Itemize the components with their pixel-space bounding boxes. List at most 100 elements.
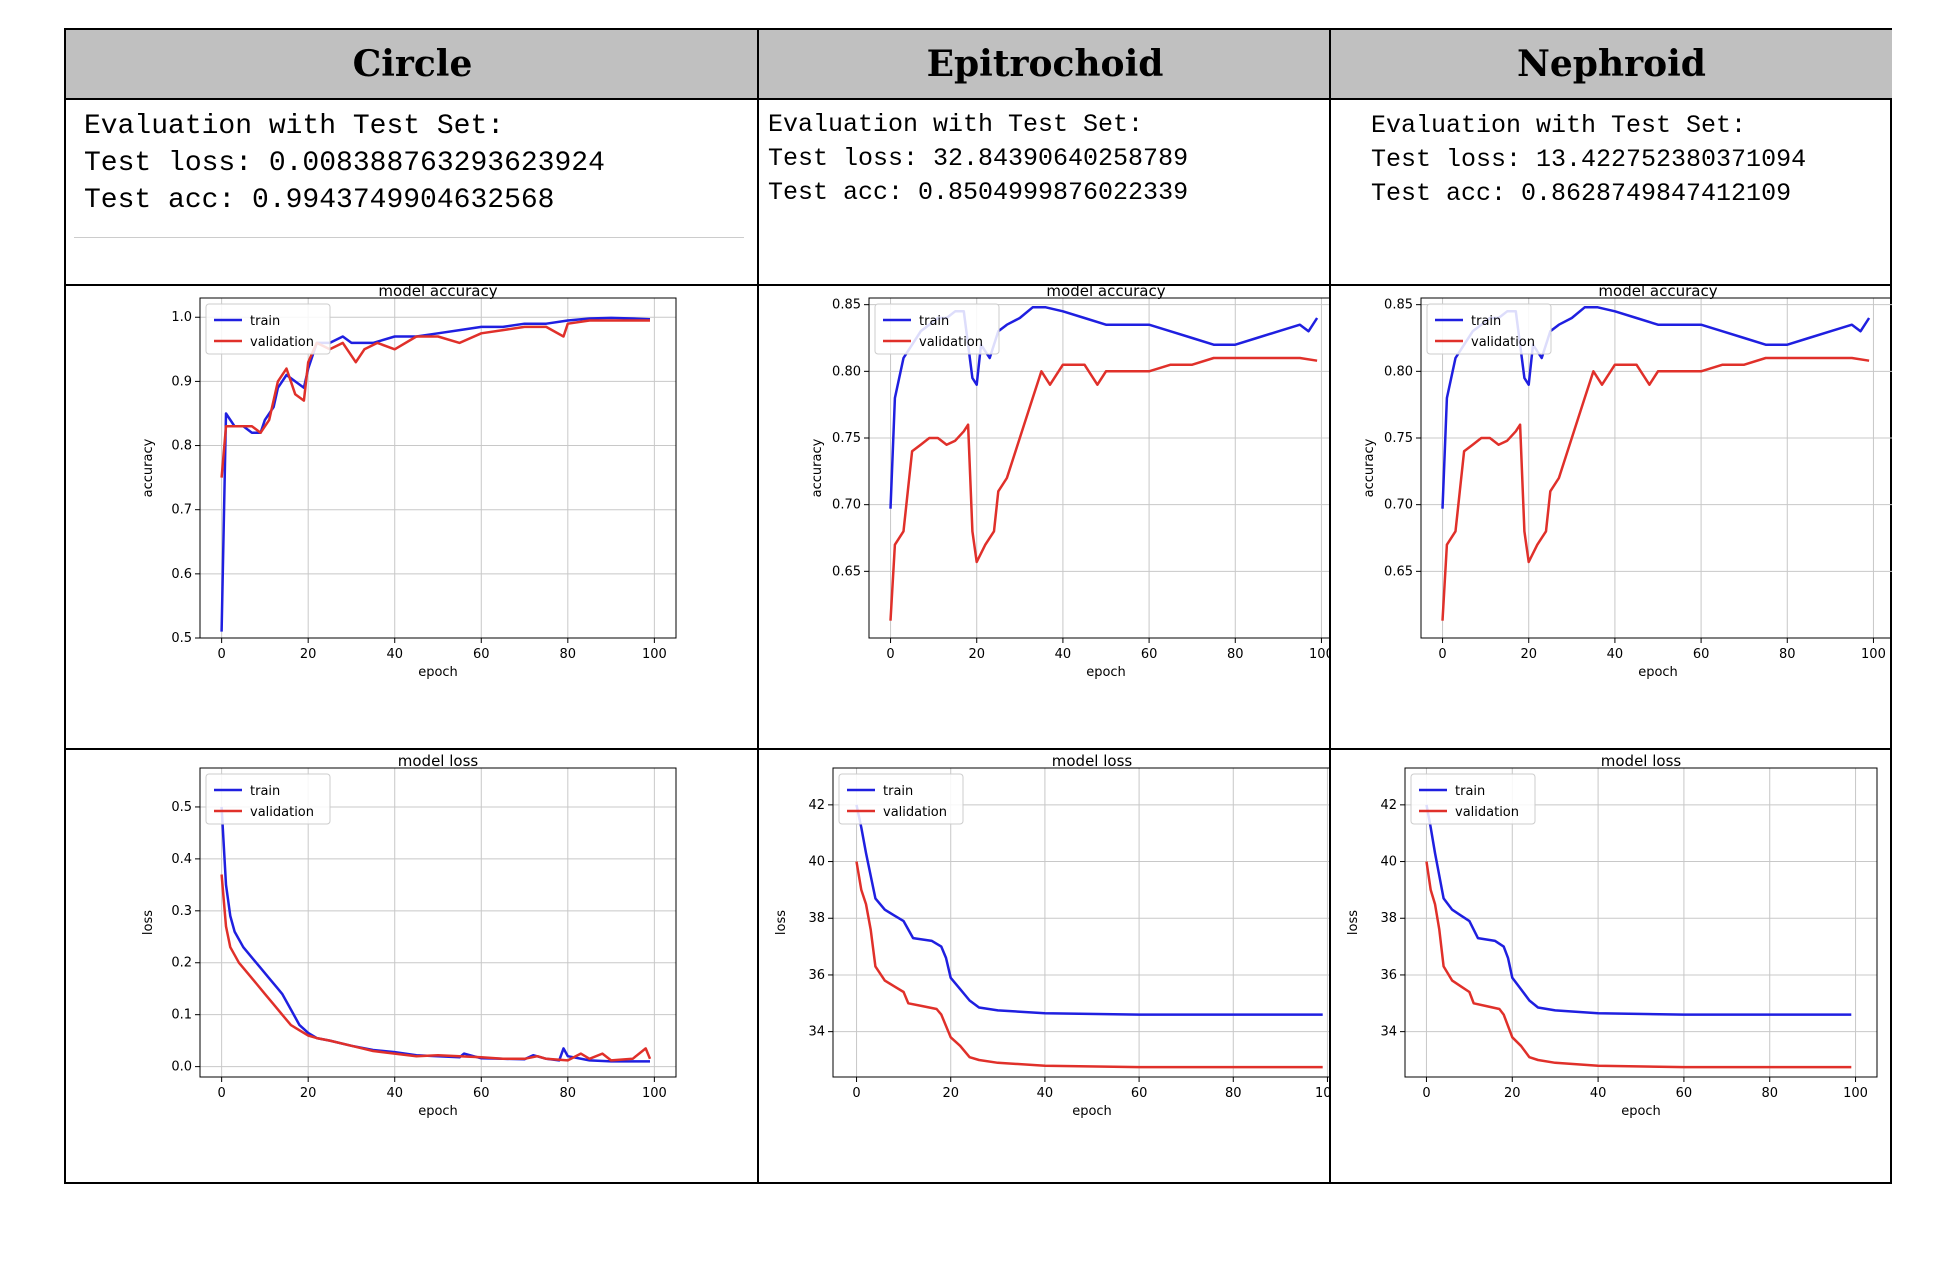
- chart-svg: 0 20 40 60 80 100 0.0 0.1 0.2 0.3 0.4 0.5 model loss…: [141, 752, 677, 1119]
- legend: train validation: [1410, 773, 1536, 825]
- x-tick-label: 20: [1520, 647, 1537, 662]
- plot-nephroid-loss: 0 20 40 60 80 100 34 36 38 40 42 model loss epoch los…: [1331, 750, 1892, 1182]
- series-line-validation: [1441, 356, 1870, 621]
- column-divider: [757, 30, 759, 1182]
- y-tick-label: 34: [1380, 1025, 1397, 1040]
- x-tick-label: 60: [1141, 647, 1158, 662]
- x-tick-label: 80: [560, 647, 577, 662]
- y-axis-label: accuracy: [810, 438, 825, 497]
- y-tick-label: 0.70: [1384, 498, 1413, 513]
- x-tick-label: 20: [968, 647, 985, 662]
- x-tick-label: 60: [1676, 1086, 1693, 1101]
- y-tick-label: 34: [808, 1025, 825, 1040]
- eval-loss: Test loss: 32.84390640258789: [768, 144, 1189, 173]
- y-tick-label: 0.5: [171, 631, 192, 646]
- legend-label: train: [250, 784, 280, 799]
- x-tick-label: 60: [473, 1086, 490, 1101]
- axes-frame: [199, 767, 677, 1078]
- x-axis-label: epoch: [418, 665, 458, 680]
- plot-epitrochoid-accuracy: 0 20 40 60 80 100 0.65 0.70 0.75 0.80 0.85 model ac…: [759, 286, 1331, 750]
- chart-title: model accuracy: [378, 286, 497, 300]
- eval-heading: Evaluation with Test Set:: [84, 111, 505, 142]
- y-tick-label: 0.2: [171, 956, 192, 971]
- eval-loss: Test loss: 0.008388763293623924: [84, 148, 605, 179]
- x-tick-label: 100: [1315, 1086, 1331, 1101]
- series-line-validation: [1425, 861, 1852, 1069]
- chart-title: model loss: [1601, 752, 1682, 770]
- legend-label: validation: [883, 805, 947, 820]
- eval-heading: Evaluation with Test Set:: [1371, 111, 1747, 140]
- plot-circle-loss: 0 20 40 60 80 100 0.0 0.1 0.2 0.3 0.4 0.5 model loss…: [66, 750, 759, 1182]
- y-tick-label: 0.70: [832, 498, 861, 513]
- column-header-epitrochoid: Epitrochoid: [759, 30, 1331, 100]
- x-tick-label: 60: [1131, 1086, 1148, 1101]
- y-tick-label: 38: [808, 911, 825, 926]
- axes-frame: [199, 297, 677, 639]
- legend-label: train: [883, 784, 913, 799]
- x-tick-label: 40: [386, 1086, 403, 1101]
- x-tick-label: 60: [473, 647, 490, 662]
- eval-circle: Evaluation with Test Set: Test loss: 0.0…: [84, 100, 754, 286]
- series-line-validation: [855, 861, 1323, 1069]
- legend-label: train: [919, 314, 949, 329]
- x-tick-label: 40: [1607, 647, 1624, 662]
- x-axis-label: epoch: [1086, 665, 1126, 680]
- x-axis-label: epoch: [1621, 1104, 1661, 1119]
- axes-frame: [1404, 767, 1878, 1078]
- series-line-train: [220, 316, 651, 632]
- x-tick-label: 60: [1693, 647, 1710, 662]
- column-header-nephroid: Nephroid: [1331, 30, 1892, 100]
- row-divider: [66, 284, 1890, 286]
- x-tick-label: 80: [560, 1086, 577, 1101]
- y-tick-label: 0.9: [171, 374, 192, 389]
- y-axis-label: loss: [1346, 910, 1361, 935]
- series-line-validation: [220, 319, 650, 478]
- y-tick-label: 1.0: [171, 310, 192, 325]
- eval-nephroid: Evaluation with Test Set: Test loss: 13.…: [1371, 100, 1891, 286]
- axes-frame: [1420, 297, 1892, 639]
- chart-title: model loss: [398, 752, 479, 770]
- series-line-train: [855, 804, 1323, 1016]
- y-tick-label: 0.80: [832, 364, 861, 379]
- x-tick-label: 40: [386, 647, 403, 662]
- chart-title: model loss: [1052, 752, 1133, 770]
- plot-epitrochoid-loss: 0 20 40 60 80 100 34 36 38 40 42 model loss epoch los…: [759, 750, 1331, 1182]
- eval-loss: Test loss: 13.422752380371094: [1371, 145, 1807, 174]
- x-axis-label: epoch: [418, 1104, 458, 1119]
- legend-label: validation: [1471, 335, 1535, 350]
- axes-frame: [868, 297, 1331, 639]
- x-tick-label: 100: [642, 647, 667, 662]
- x-tick-label: 20: [300, 1086, 317, 1101]
- y-tick-label: 36: [808, 968, 825, 983]
- y-axis-label: loss: [141, 910, 156, 935]
- y-tick-label: 0.85: [832, 298, 861, 313]
- eval-acc: Test acc: 0.9943749904632568: [84, 185, 555, 216]
- y-tick-label: 0.4: [171, 852, 192, 867]
- legend: train validation: [874, 303, 1000, 355]
- series-line-train: [1425, 804, 1852, 1016]
- column-divider: [1329, 30, 1331, 1182]
- y-tick-label: 0.80: [1384, 364, 1413, 379]
- x-axis-label: epoch: [1638, 665, 1678, 680]
- chart-title: model accuracy: [1598, 286, 1717, 300]
- y-tick-label: 0.65: [832, 564, 861, 579]
- chart-svg: 0 20 40 60 80 100 34 36 38 40 42 model loss epoch los…: [774, 752, 1331, 1119]
- y-tick-label: 0.6: [171, 567, 192, 582]
- series-line-validation: [220, 874, 652, 1062]
- y-tick-label: 42: [808, 798, 825, 813]
- y-tick-label: 40: [808, 855, 825, 870]
- x-tick-label: 100: [1309, 647, 1331, 662]
- x-tick-label: 40: [1055, 647, 1072, 662]
- y-tick-label: 0.0: [171, 1060, 192, 1075]
- legend-label: validation: [250, 335, 314, 350]
- x-tick-label: 40: [1590, 1086, 1607, 1101]
- y-tick-label: 36: [1380, 968, 1397, 983]
- legend-label: train: [1455, 784, 1485, 799]
- y-axis-label: accuracy: [141, 438, 156, 497]
- x-tick-label: 80: [1225, 1086, 1242, 1101]
- legend: train validation: [838, 773, 964, 825]
- legend: train validation: [1426, 303, 1552, 355]
- x-tick-label: 20: [1504, 1086, 1521, 1101]
- x-tick-label: 80: [1227, 647, 1244, 662]
- plot-nephroid-accuracy: 0 20 40 60 80 100 0.65 0.70 0.75 0.80 0.85 model ac…: [1331, 286, 1892, 750]
